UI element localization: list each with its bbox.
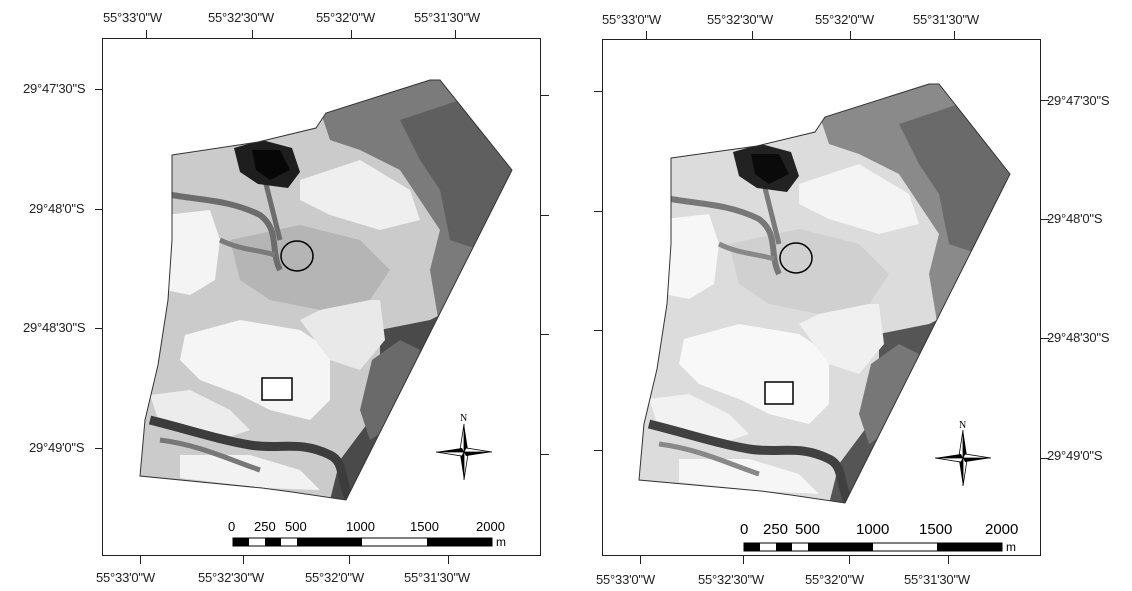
scale-tick-label: 1500 [410, 519, 439, 534]
scale-tick-label: 1000 [346, 519, 375, 534]
latitude-label: 29°49'0"S [29, 440, 85, 455]
map-panel-left: 55°33'0"W 55°32'30"W 55°32'0"W 55°31'30"… [23, 10, 549, 585]
scale-tick-label: 500 [285, 519, 307, 534]
scale-unit-label: m [496, 535, 506, 549]
sample-rectangle-marker [261, 377, 293, 401]
scale-unit-label: m [1006, 540, 1016, 554]
latitude-label: 29°47'30"S [1047, 93, 1110, 108]
scale-bar: 0 250 500 1000 1500 2000 m [228, 519, 506, 549]
longitude-label-top: 55°31'30"W [414, 10, 480, 25]
scale-tick-label: 1000 [856, 521, 889, 538]
latitude-label: 29°48'0"S [29, 201, 85, 216]
latitude-label: 29°48'30"S [23, 320, 86, 335]
longitude-label-bottom: 55°33'0"W [596, 572, 655, 587]
longitude-label-top: 55°32'0"W [316, 10, 375, 25]
north-label: N [959, 420, 966, 431]
longitude-label-top: 55°32'30"W [707, 12, 773, 27]
longitude-label-top: 55°33'0"W [602, 12, 661, 27]
scale-tick-label: 500 [795, 521, 820, 538]
longitude-label-top: 55°33'0"W [103, 10, 162, 25]
latitude-label: 29°48'30"S [1047, 330, 1110, 345]
longitude-label-top: 55°32'0"W [815, 12, 874, 27]
longitude-label-bottom: 55°32'30"W [698, 572, 764, 587]
scale-tick-label: 0 [740, 521, 748, 538]
longitude-label-top: 55°31'30"W [913, 12, 979, 27]
longitude-label-bottom: 55°32'30"W [198, 570, 264, 585]
north-arrow-icon [435, 423, 493, 481]
longitude-label-bottom: 55°31'30"W [404, 570, 470, 585]
latitude-label: 29°49'0"S [1047, 448, 1103, 463]
north-arrow-icon [934, 429, 992, 487]
latitude-label: 29°47'30"S [23, 81, 86, 96]
longitude-label-bottom: 55°32'0"W [805, 572, 864, 587]
scale-tick-label: 2000 [985, 521, 1018, 538]
scale-bar: 0 250 500 1000 1500 2000 m [740, 521, 1018, 554]
scale-tick-label: 0 [228, 519, 235, 534]
scale-tick-label: 250 [254, 519, 276, 534]
north-label: N [460, 413, 467, 424]
longitude-label-bottom: 55°33'0"W [96, 570, 155, 585]
scale-tick-label: 2000 [476, 519, 505, 534]
sample-circle-marker [280, 240, 314, 272]
scale-tick-label: 250 [763, 521, 788, 538]
raster-map: N 0 250 500 1000 1500 2000 m [139, 79, 513, 549]
longitude-label-top: 55°32'30"W [208, 10, 274, 25]
scale-tick-label: 1500 [919, 521, 952, 538]
map-panel-right: 55°33'0"W 55°32'30"W 55°32'0"W 55°31'30"… [566, 0, 1132, 591]
raster-map: N 0 250 500 1000 1500 2000 m [638, 83, 1018, 554]
latitude-label: 29°48'0"S [1047, 211, 1103, 226]
sample-rectangle-marker [764, 381, 794, 405]
longitude-label-bottom: 55°32'0"W [305, 570, 364, 585]
longitude-label-bottom: 55°31'30"W [904, 572, 970, 587]
sample-circle-marker [779, 242, 813, 274]
